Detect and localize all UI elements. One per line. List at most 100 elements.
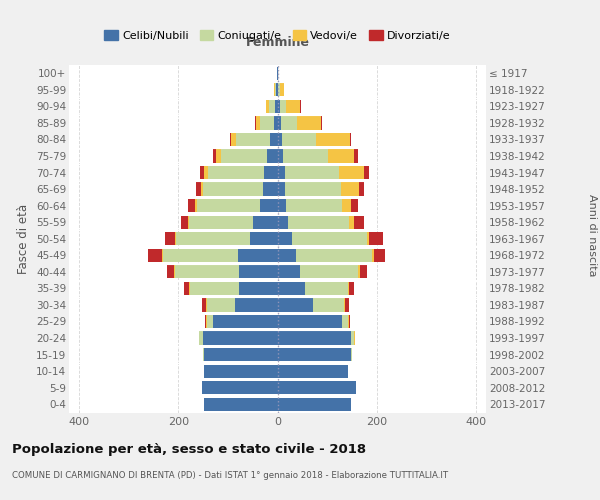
Bar — [364, 166, 370, 179]
Bar — [351, 332, 354, 344]
Y-axis label: Fasce di età: Fasce di età — [17, 204, 31, 274]
Bar — [165, 232, 175, 245]
Bar — [203, 332, 277, 344]
Bar — [277, 265, 300, 278]
Bar — [358, 265, 360, 278]
Bar — [277, 282, 305, 295]
Bar — [277, 116, 281, 130]
Bar — [232, 133, 236, 146]
Bar — [163, 248, 238, 262]
Text: COMUNE DI CARMIGNANO DI BRENTA (PD) - Dati ISTAT 1° gennaio 2018 - Elaborazione : COMUNE DI CARMIGNANO DI BRENTA (PD) - Da… — [12, 471, 448, 480]
Bar — [197, 199, 260, 212]
Bar — [256, 116, 260, 130]
Bar — [277, 398, 351, 411]
Bar — [190, 282, 239, 295]
Bar — [341, 182, 359, 196]
Bar — [277, 133, 283, 146]
Text: Femmine: Femmine — [245, 36, 310, 50]
Bar — [277, 100, 280, 113]
Bar — [277, 348, 351, 361]
Legend: Celibi/Nubili, Coniugati/e, Vedovi/e, Divorziati/e: Celibi/Nubili, Coniugati/e, Vedovi/e, Di… — [100, 26, 455, 45]
Bar — [274, 83, 275, 96]
Bar — [344, 298, 345, 312]
Bar — [328, 150, 354, 162]
Bar — [349, 315, 350, 328]
Bar — [280, 83, 284, 96]
Bar — [296, 248, 372, 262]
Bar — [276, 83, 277, 96]
Bar — [275, 100, 277, 113]
Bar — [200, 182, 203, 196]
Bar — [285, 166, 338, 179]
Bar — [203, 348, 204, 361]
Bar — [280, 100, 286, 113]
Bar — [350, 133, 352, 146]
Bar — [206, 315, 207, 328]
Bar — [367, 232, 370, 245]
Bar — [260, 116, 274, 130]
Bar — [277, 364, 348, 378]
Bar — [374, 248, 385, 262]
Bar — [235, 298, 277, 312]
Bar — [188, 199, 195, 212]
Bar — [181, 216, 188, 229]
Bar — [176, 232, 250, 245]
Bar — [338, 166, 364, 179]
Bar — [321, 116, 322, 130]
Bar — [277, 83, 278, 96]
Bar — [263, 166, 277, 179]
Bar — [349, 216, 354, 229]
Bar — [230, 133, 232, 146]
Text: Popolazione per età, sesso e stato civile - 2018: Popolazione per età, sesso e stato civil… — [12, 442, 366, 456]
Bar — [204, 166, 208, 179]
Bar — [214, 150, 216, 162]
Bar — [189, 216, 253, 229]
Bar — [283, 133, 316, 146]
Bar — [196, 182, 200, 196]
Bar — [351, 199, 358, 212]
Bar — [208, 166, 263, 179]
Bar — [277, 332, 351, 344]
Bar — [202, 381, 277, 394]
Bar — [253, 216, 277, 229]
Bar — [199, 332, 203, 344]
Bar — [205, 315, 206, 328]
Bar — [360, 265, 367, 278]
Bar — [277, 199, 286, 212]
Bar — [277, 150, 283, 162]
Bar — [202, 298, 206, 312]
Bar — [351, 348, 352, 361]
Bar — [277, 182, 285, 196]
Bar — [269, 100, 275, 113]
Bar — [298, 116, 321, 130]
Bar — [236, 133, 270, 146]
Bar — [221, 150, 266, 162]
Bar — [238, 248, 277, 262]
Bar — [184, 282, 189, 295]
Bar — [275, 83, 276, 96]
Bar — [203, 182, 263, 196]
Bar — [213, 315, 277, 328]
Bar — [175, 265, 239, 278]
Bar — [372, 248, 374, 262]
Bar — [283, 150, 328, 162]
Bar — [342, 199, 351, 212]
Bar — [263, 182, 277, 196]
Bar — [281, 116, 298, 130]
Bar — [207, 315, 213, 328]
Bar — [266, 150, 277, 162]
Bar — [200, 166, 204, 179]
Bar — [204, 364, 277, 378]
Bar — [370, 232, 383, 245]
Bar — [286, 100, 300, 113]
Bar — [354, 332, 355, 344]
Bar — [250, 232, 277, 245]
Bar — [345, 298, 349, 312]
Bar — [349, 282, 355, 295]
Bar — [260, 199, 277, 212]
Bar — [277, 381, 356, 394]
Bar — [305, 282, 349, 295]
Bar — [277, 232, 292, 245]
Bar — [277, 66, 278, 80]
Bar — [277, 315, 342, 328]
